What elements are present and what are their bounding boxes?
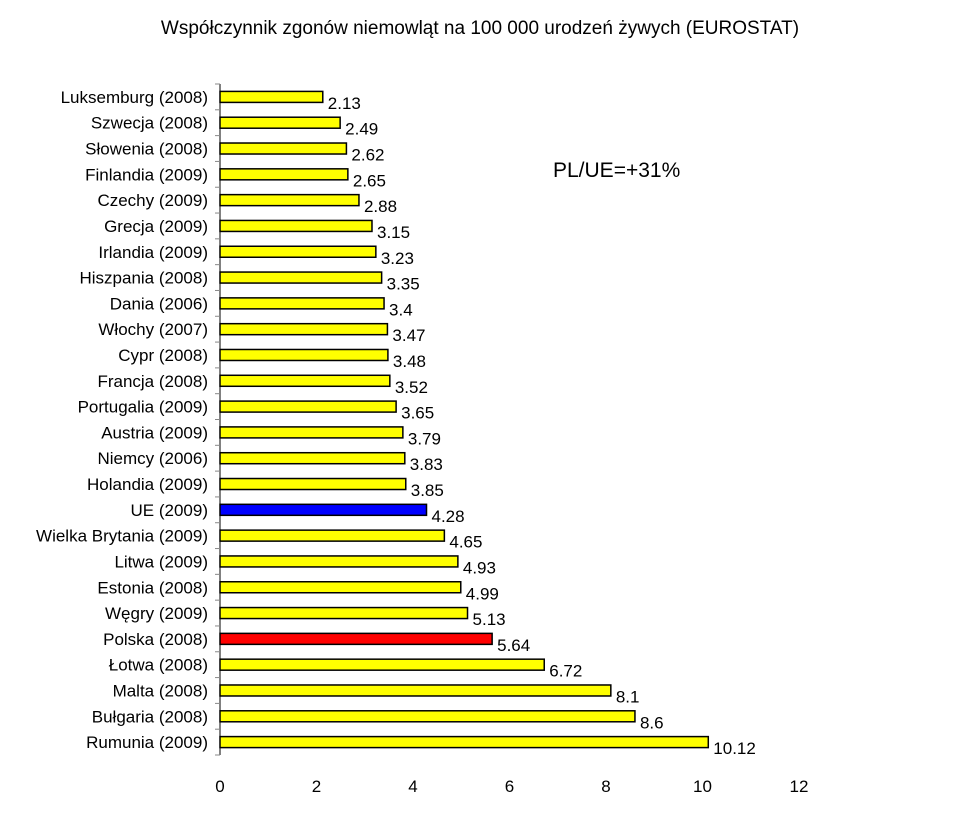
value-label: 5.64 [497, 636, 530, 655]
category-label: Węgry (2009) [105, 604, 208, 623]
category-label: Malta (2008) [113, 681, 208, 700]
value-label: 8.1 [616, 687, 640, 706]
labels-layer: Luksemburg (2008) 2.13 Szwecja (2008) 2.49 S… [36, 88, 756, 758]
value-label: 3.23 [381, 249, 414, 268]
bar [220, 608, 468, 619]
x-tick-label: 8 [601, 777, 610, 796]
value-label: 4.93 [463, 558, 496, 577]
value-label: 3.52 [395, 378, 428, 397]
x-tick-label: 0 [215, 777, 224, 796]
value-label: 2.62 [351, 146, 384, 165]
value-label: 3.65 [401, 404, 434, 423]
value-label: 3.83 [410, 455, 443, 474]
category-label: Czechy (2009) [97, 191, 208, 210]
category-label: Austria (2009) [101, 423, 208, 442]
category-label: Francja (2008) [97, 372, 208, 391]
category-label: Grecja (2009) [104, 217, 208, 236]
category-label: Bułgaria (2008) [92, 707, 208, 726]
x-tick-label: 6 [505, 777, 514, 796]
value-label: 2.88 [364, 197, 397, 216]
category-label: Słowenia (2008) [85, 140, 208, 159]
bar [220, 582, 461, 593]
bar [220, 349, 388, 360]
category-label: Holandia (2009) [87, 475, 208, 494]
value-label: 3.79 [408, 429, 441, 448]
value-label: 8.6 [640, 713, 664, 732]
bar [220, 685, 611, 696]
value-label: 2.49 [345, 120, 378, 139]
bar [220, 246, 376, 257]
value-label: 3.35 [387, 275, 420, 294]
x-tick-label: 10 [693, 777, 712, 796]
category-label: Cypr (2008) [118, 346, 208, 365]
category-label: Niemcy (2006) [97, 449, 208, 468]
bars-layer [220, 91, 708, 747]
x-tick-label: 12 [790, 777, 809, 796]
category-label: Luksemburg (2008) [61, 88, 208, 107]
value-label: 4.99 [466, 584, 499, 603]
bar [220, 195, 359, 206]
category-label: Wielka Brytania (2009) [36, 527, 208, 546]
bar [220, 375, 390, 386]
category-label: Estonia (2008) [97, 578, 208, 597]
value-label: 10.12 [713, 739, 756, 758]
category-label: Włochy (2007) [98, 320, 208, 339]
bar [220, 556, 458, 567]
bar [220, 143, 346, 154]
bar [220, 737, 708, 748]
bar [220, 401, 396, 412]
bar [220, 220, 372, 231]
bar [220, 427, 403, 438]
bar [220, 117, 340, 128]
category-label: Szwecja (2008) [91, 114, 208, 133]
value-label: 3.4 [389, 300, 413, 319]
category-label: Finlandia (2009) [85, 165, 208, 184]
bar [220, 659, 544, 670]
category-label: UE (2009) [131, 501, 208, 520]
ratio-annotation: PL/UE=+31% [553, 159, 680, 182]
category-label: Dania (2006) [110, 294, 208, 313]
bar [220, 633, 492, 644]
x-tick-label: 2 [312, 777, 321, 796]
bar [220, 711, 635, 722]
category-label: Rumunia (2009) [86, 733, 208, 752]
bar [220, 169, 348, 180]
category-label: Portugalia (2009) [78, 398, 208, 417]
category-label: Hiszpania (2008) [79, 269, 208, 288]
value-label: 4.65 [449, 533, 482, 552]
category-label: Polska (2008) [103, 630, 208, 649]
bar [220, 324, 387, 335]
category-label: Irlandia (2009) [98, 243, 208, 262]
value-label: 6.72 [549, 662, 582, 681]
value-label: 3.15 [377, 223, 410, 242]
bar [220, 530, 444, 541]
bar [220, 453, 405, 464]
x-tick-label: 4 [408, 777, 417, 796]
value-label: 2.13 [328, 94, 361, 113]
bar [220, 272, 382, 283]
value-label: 5.13 [473, 610, 506, 629]
bar [220, 91, 323, 102]
value-label: 3.85 [411, 481, 444, 500]
value-label: 4.28 [432, 507, 465, 526]
value-label: 3.47 [392, 326, 425, 345]
value-label: 2.65 [353, 171, 386, 190]
category-label: Litwa (2009) [114, 552, 208, 571]
category-label: Łotwa (2008) [109, 656, 208, 675]
bar [220, 479, 406, 490]
bar [220, 298, 384, 309]
value-label: 3.48 [393, 352, 426, 371]
bar [220, 504, 427, 515]
